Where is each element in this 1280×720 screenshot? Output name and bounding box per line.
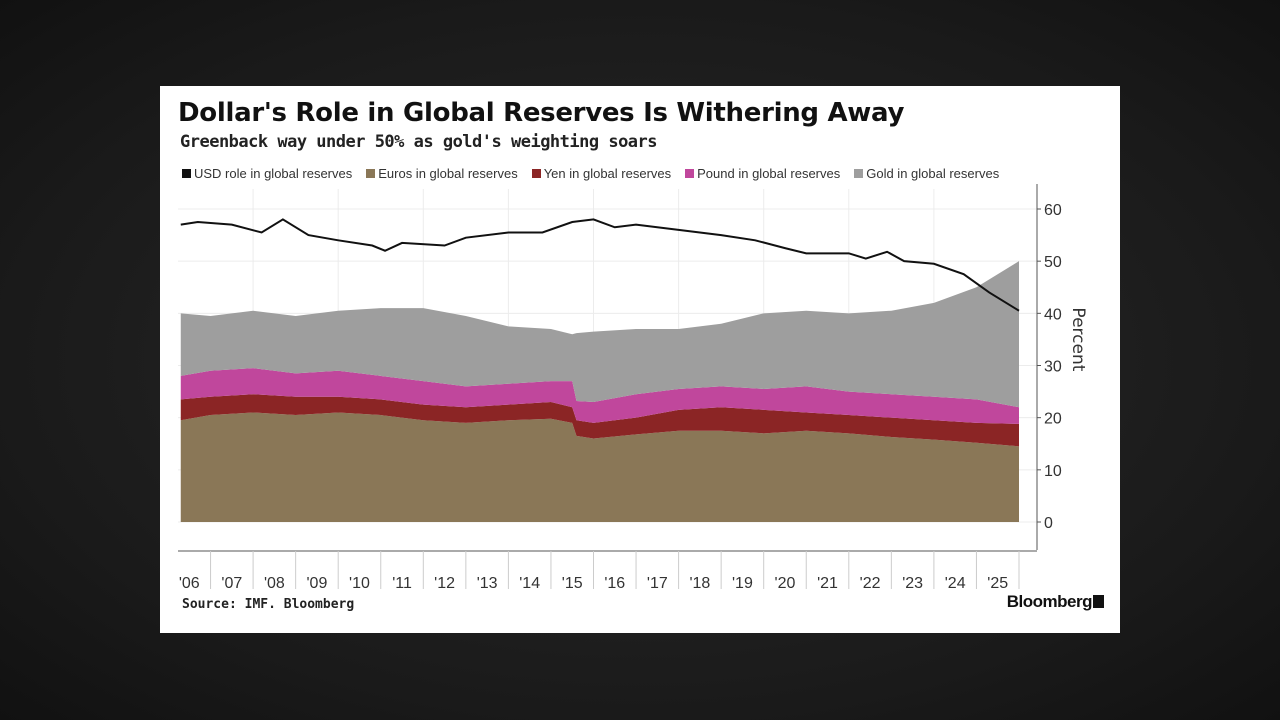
x-tick-label: '17 [647, 575, 668, 592]
bloomberg-icon [1093, 595, 1104, 608]
legend-label: Yen in global reserves [543, 166, 672, 181]
legend-label: USD role in global reserves [194, 166, 353, 181]
x-tick-label: '13 [477, 575, 498, 592]
x-tick-label: '10 [349, 575, 370, 592]
legend-item-euros: Euros in global reserves [366, 166, 518, 181]
y-tick-label: 30 [1044, 359, 1062, 376]
legend: USD role in global reserves Euros in glo… [182, 166, 999, 181]
source-note: Source: IMF. Bloomberg [182, 597, 355, 612]
area-pound [180, 368, 1019, 424]
x-tick-label: '24 [945, 575, 966, 592]
legend-swatch [366, 169, 376, 178]
x-tick-label: '11 [392, 575, 412, 592]
brand-logo: Bloomberg [1006, 592, 1093, 611]
chart-card: Dollar's Role in Global Reserves Is With… [160, 86, 1120, 633]
y-tick-label: 40 [1044, 306, 1062, 323]
area-gold [180, 261, 1019, 408]
legend-swatch [854, 169, 864, 178]
y-tick-label: 50 [1044, 254, 1062, 271]
x-tick-label: '23 [902, 575, 923, 592]
x-tick-label: '16 [604, 575, 625, 592]
x-tick-label: '12 [434, 575, 455, 592]
legend-item-yen: Yen in global reserves [531, 166, 672, 181]
x-tick-label: '09 [306, 575, 327, 592]
x-tick-label: '15 [562, 575, 583, 592]
plot-area: 0 10 20 30 40 50 60 Percent '06 '07 '08 '09 '10 '11 '1… [178, 184, 1088, 592]
x-tick-label: '19 [732, 575, 753, 592]
area-yen [180, 394, 1019, 447]
y-tick-label: 10 [1044, 463, 1062, 480]
x-tick-label: '22 [860, 575, 881, 592]
legend-swatch [685, 169, 695, 178]
legend-swatch [182, 169, 191, 178]
y-tick-label: 20 [1044, 411, 1062, 428]
area-euros [180, 412, 1019, 522]
line-usd [180, 218, 1020, 312]
legend-label: Gold in global reserves [866, 166, 1000, 181]
x-tick-label: '21 [817, 575, 838, 592]
y-axis-label: Percent [1068, 307, 1088, 371]
x-tick-label: '18 [689, 575, 710, 592]
legend-swatch [531, 169, 541, 178]
x-tick-label: '20 [775, 575, 796, 592]
x-tick-label: '08 [264, 575, 285, 592]
legend-item-usd: USD role in global reserves [182, 166, 352, 181]
y-tick-label: 60 [1044, 202, 1062, 219]
x-tick-label: '25 [987, 575, 1008, 592]
legend-label: Euros in global reserves [378, 166, 518, 181]
legend-label: Pound in global reserves [697, 166, 841, 181]
y-tick-label: 0 [1044, 515, 1053, 532]
legend-item-gold: Gold in global reserves [854, 166, 999, 181]
x-tick-label: '14 [519, 575, 540, 592]
chart-title: Dollar's Role in Global Reserves Is With… [178, 98, 905, 128]
legend-item-pound: Pound in global reserves [685, 166, 840, 181]
x-tick-label: '06 [179, 575, 200, 592]
x-tick-label: '07 [221, 575, 242, 592]
chart-subtitle: Greenback way under 50% as gold's weight… [180, 132, 658, 152]
